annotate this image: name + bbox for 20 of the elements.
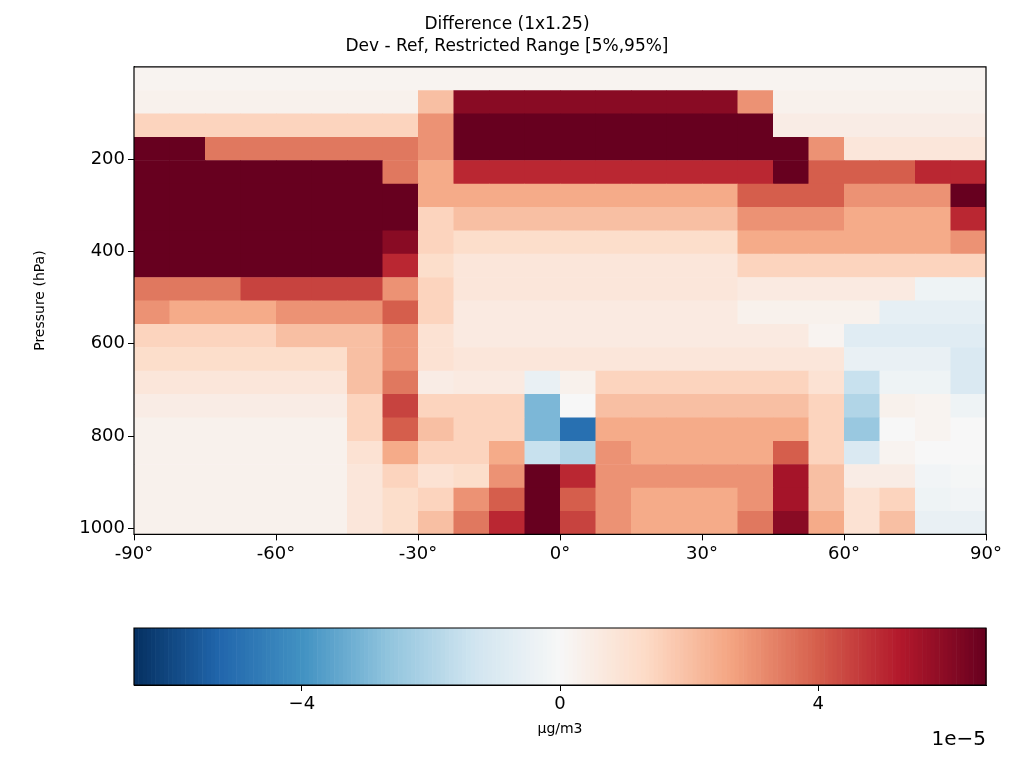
color-bar-label: 4 [812,692,824,714]
y-tick-label: 400 [90,239,125,261]
x-tick-label: 90° [970,541,1002,563]
x-tick-label: 0° [549,541,571,563]
chart-subtitle: Dev - Ref, Restricted Range [5%,95%] [345,35,669,56]
color-bar-label: 0 [554,692,566,714]
x-tick-label: -90° [114,541,154,563]
y-tick-label: 200 [90,146,125,168]
text: 1e−5 [931,726,986,750]
y-tick-label: 800 [90,423,125,445]
y-tick-label: 600 [90,331,125,353]
chart-title: Difference (1x1.25) [424,12,590,33]
x-tick-label: 60° [828,541,860,563]
color-bar-label: −4 [288,692,316,714]
x-tick-label: -60° [256,541,296,563]
x-tick-label: 30° [686,541,718,563]
color-bar-title: µg/m3 [537,720,583,737]
x-tick-label: -30° [398,541,438,563]
y-tick-label: 1000 [79,516,125,538]
y-axis-title: Pressure (hPa) [31,250,48,351]
